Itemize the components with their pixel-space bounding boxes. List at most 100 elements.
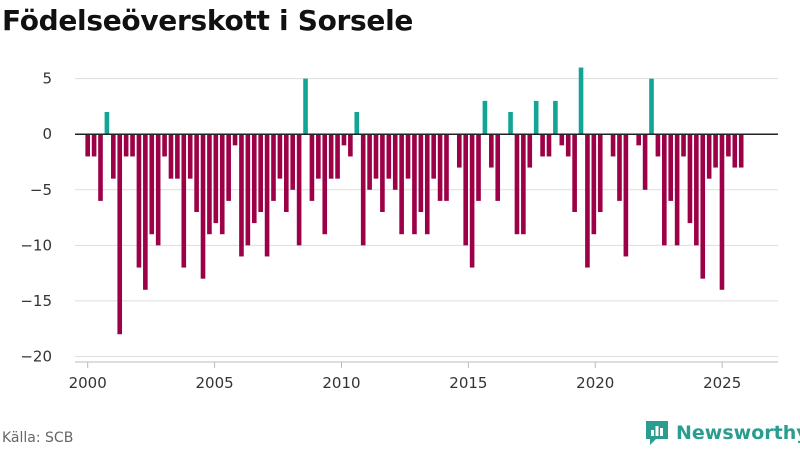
bar-negative [162,134,167,157]
bar-negative [540,134,545,157]
bar-negative [585,134,590,268]
bar-negative [271,134,276,201]
bar-negative [245,134,251,246]
x-tick-label: 2020 [576,374,614,392]
bar-negative [283,134,289,212]
source-note: Källa: SCB [2,430,74,446]
x-tick-label: 2015 [449,374,487,392]
bar-negative [424,134,430,235]
bar-negative [187,134,193,179]
bar-negative [456,134,462,168]
bar-negative [258,134,263,212]
bar-negative [668,134,674,201]
bar-negative [380,134,385,212]
bar-negative [386,134,392,179]
y-tick-label: 5 [42,70,52,88]
bar-negative [348,134,353,157]
bar-negative [123,134,129,157]
bar-negative [521,134,526,235]
x-tick-label: 2000 [69,374,107,392]
bar-negative [194,134,199,212]
bar-negative [309,134,315,201]
bar-negative [360,134,366,246]
bar-negative [136,134,142,268]
bar-negative [277,134,283,179]
bar-negative [463,134,469,246]
bar-negative [91,134,97,157]
bar-negative [681,134,686,157]
bar-negative [296,134,302,246]
y-tick-label: −10 [20,236,52,254]
bar-positive [482,100,488,135]
bar-negative [610,134,616,157]
y-tick-label: −15 [20,292,52,310]
bar-negative [98,134,103,201]
bar-negative [437,134,443,201]
bar-positive [508,112,513,135]
bar-negative [476,134,481,201]
brand-name: Newsworthy [676,422,800,444]
bar-negative [572,134,577,212]
bar-negative [392,134,398,190]
bar-negative [636,134,641,146]
bar-negative [431,134,436,179]
bar-positive [649,78,654,135]
bar-negative [399,134,404,235]
x-tick-label: 2025 [703,374,741,392]
bar-positive [533,100,539,135]
bar-negative [546,134,552,157]
bar-negative [489,134,494,168]
bar-negative [341,134,347,146]
bar-negative [239,134,244,257]
bar-positive [354,112,360,135]
bar-negative [175,134,180,179]
bar-negative [559,134,565,146]
bar-negative [213,134,219,224]
newsworthy-logo-icon [646,421,668,445]
x-tick-label: 2010 [322,374,360,392]
bar-negative [726,134,731,157]
y-tick-label: −5 [30,181,52,199]
bar-negative [642,134,648,190]
bar-negative [623,134,629,257]
bar-negative [444,134,449,201]
bar-negative [290,134,296,190]
y-tick-label: 0 [42,125,52,143]
bar-negative [706,134,712,179]
bar-negative [117,134,123,335]
chart-title: Födelseöverskott i Sorsele [2,4,414,37]
bar-negative [412,134,417,235]
bar-negative [527,134,533,168]
bar-positive [553,100,558,135]
bar-negative [373,134,379,179]
bar-negative [687,134,693,224]
y-tick-label: −20 [20,347,52,365]
bar-negative [130,134,135,157]
bar-negative [200,134,206,279]
bar-negative [85,134,90,157]
bar-negative [155,134,161,246]
bar-negative [207,134,212,235]
bar-negative [565,134,571,157]
bar-positive [578,67,584,135]
bar-negative [232,134,238,146]
bar-negative [405,134,411,179]
bar-negative [591,134,597,235]
bar-negative [328,134,334,179]
bar-negative [367,134,372,190]
bar-negative [738,134,744,168]
bar-negative [655,134,661,157]
bar-negative [251,134,257,224]
bar-negative [149,134,155,235]
bar-negative [111,134,116,179]
bar-negative [617,134,622,201]
bar-positive [303,78,308,135]
bar-negative [469,134,475,268]
bar-negative [694,134,699,246]
bar-negative [322,134,328,235]
bar-negative [418,134,424,212]
bar-negative [700,134,706,279]
newsworthy-logo: Newsworthy [644,418,800,448]
bar-negative [495,134,501,201]
